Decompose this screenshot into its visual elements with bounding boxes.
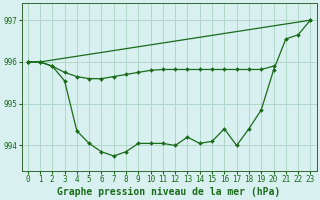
X-axis label: Graphe pression niveau de la mer (hPa): Graphe pression niveau de la mer (hPa) — [57, 186, 281, 197]
